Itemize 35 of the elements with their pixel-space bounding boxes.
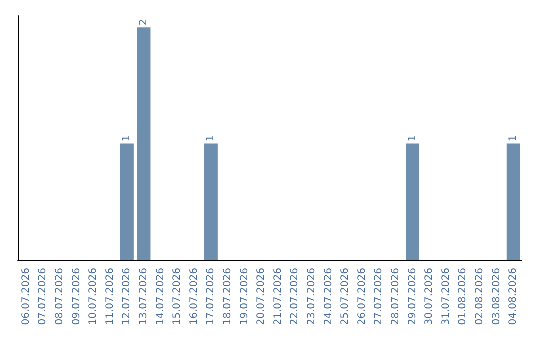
x-tick-label: 08.07.2026 [54,268,66,326]
x-tick-label: 18.07.2026 [222,268,234,326]
x-tick-label: 22.07.2026 [290,268,301,326]
x-tick-label: 10.07.2026 [88,268,100,326]
x-tick-label: 20.07.2026 [256,268,268,326]
x-tick-label: 13.07.2026 [138,268,150,326]
x-tick-label: 28.07.2026 [390,268,402,326]
x-tick-label: 31.07.2026 [440,268,452,326]
x-tick-label: 17.07.2026 [206,268,217,326]
x-tick-label: 11.07.2026 [104,268,116,326]
x-tick-label: 26.07.2026 [356,268,368,326]
x-tick-label: 27.07.2026 [374,268,385,326]
data-label: 1 [508,135,520,142]
x-tick-label: 07.07.2026 [38,268,49,326]
x-tick-label: 30.07.2026 [424,268,436,326]
x-tick-label: 23.07.2026 [306,268,318,326]
data-label: 1 [206,135,217,142]
x-tick-label: 15.07.2026 [172,268,184,326]
x-tick-label: 12.07.2026 [122,268,133,326]
x-tick-label: 24.07.2026 [323,268,334,326]
x-tick-label: 09.07.2026 [71,268,82,326]
data-label: 1 [407,135,418,142]
x-tick-label: 02.08.2026 [474,268,486,326]
x-tick-label: 01.08.2026 [458,268,469,326]
x-tick-label: 21.07.2026 [272,268,284,326]
x-tick-label: 06.07.2026 [20,268,32,326]
x-tick-label: 04.08.2026 [508,268,520,326]
x-tick-label: 19.07.2026 [239,268,250,326]
data-label: 2 [138,19,150,26]
x-tick-label: 16.07.2026 [188,268,200,326]
x-tick-label: 25.07.2026 [340,268,352,326]
x-tick-label: 29.07.2026 [407,268,418,326]
data-label: 1 [122,135,133,142]
x-tick-label: 03.08.2026 [491,268,502,326]
x-tick-label: 14.07.2026 [155,268,166,326]
